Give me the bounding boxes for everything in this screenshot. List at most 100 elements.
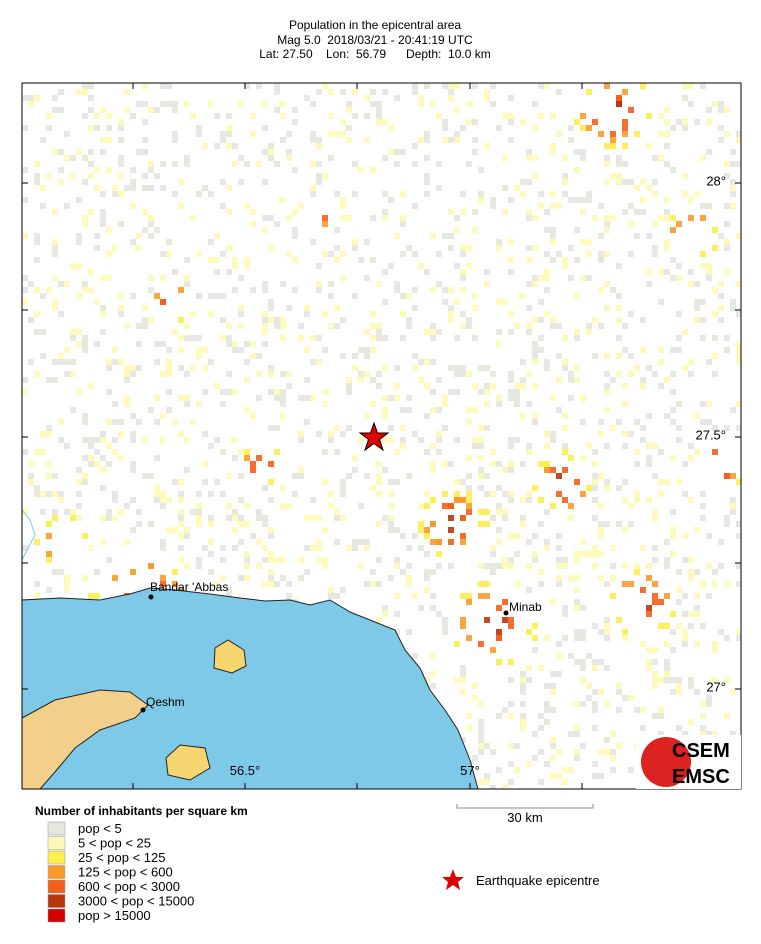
population-cell <box>688 623 694 629</box>
population-cell <box>202 389 208 395</box>
population-cell <box>514 395 520 401</box>
population-cell <box>118 305 124 311</box>
population-cell <box>526 539 532 545</box>
population-cell <box>562 557 568 563</box>
population-cell <box>472 149 478 155</box>
population-cell <box>100 455 106 461</box>
population-cell <box>484 95 490 101</box>
population-cell <box>286 251 292 257</box>
population-cell <box>460 365 466 371</box>
population-cell <box>214 257 220 263</box>
population-cell <box>694 317 700 323</box>
population-cell <box>490 491 496 497</box>
population-cell <box>214 437 220 443</box>
population-cell <box>478 197 484 203</box>
population-cell <box>388 425 394 431</box>
population-cell <box>574 575 580 581</box>
population-cell <box>220 317 226 323</box>
population-cell <box>526 179 532 185</box>
population-cell <box>184 371 190 377</box>
population-cell <box>676 479 682 485</box>
population-cell <box>622 479 628 485</box>
population-cell <box>532 533 538 539</box>
population-cell <box>508 395 514 401</box>
population-cell <box>718 281 724 287</box>
population-cell <box>130 497 136 503</box>
population-cell <box>688 611 694 617</box>
population-cell <box>160 491 166 497</box>
population-cell <box>454 437 460 443</box>
population-cell <box>154 395 160 401</box>
population-cell <box>706 593 712 599</box>
population-cell <box>238 323 244 329</box>
population-cell <box>244 203 250 209</box>
population-cell <box>70 515 76 521</box>
population-cell <box>160 251 166 257</box>
population-cell <box>466 263 472 269</box>
population-cell <box>382 215 388 221</box>
population-cell <box>550 149 556 155</box>
population-cell <box>178 491 184 497</box>
population-cell <box>616 521 622 527</box>
population-cell <box>670 419 676 425</box>
population-cell <box>574 587 580 593</box>
population-cell <box>88 209 94 215</box>
population-cell <box>412 365 418 371</box>
population-cell <box>622 131 628 137</box>
population-cell <box>502 707 508 713</box>
population-cell <box>700 317 706 323</box>
population-cell <box>562 257 568 263</box>
population-cell <box>472 305 478 311</box>
population-cell <box>178 347 184 353</box>
population-cell <box>730 731 736 737</box>
population-cell <box>544 509 550 515</box>
population-cell <box>532 755 538 761</box>
population-cell <box>406 293 412 299</box>
population-cell <box>400 569 406 575</box>
population-cell <box>424 269 430 275</box>
population-cell <box>550 431 556 437</box>
population-cell <box>142 119 148 125</box>
population-cell <box>226 341 232 347</box>
population-cell <box>52 305 58 311</box>
population-cell <box>100 437 106 443</box>
population-cell <box>352 365 358 371</box>
population-cell <box>640 725 646 731</box>
population-cell <box>478 593 484 599</box>
population-cell <box>376 119 382 125</box>
population-cell <box>172 527 178 533</box>
population-cell <box>100 137 106 143</box>
population-cell <box>634 185 640 191</box>
population-cell <box>646 233 652 239</box>
population-cell <box>322 221 328 227</box>
population-cell <box>370 347 376 353</box>
population-cell <box>520 671 526 677</box>
population-cell <box>574 629 580 635</box>
population-cell <box>118 293 124 299</box>
population-cell <box>22 545 28 551</box>
population-cell <box>184 257 190 263</box>
legend-swatch <box>47 850 66 865</box>
population-cell <box>40 203 46 209</box>
population-cell <box>160 275 166 281</box>
population-cell <box>490 569 496 575</box>
population-cell <box>592 515 598 521</box>
population-cell <box>478 749 484 755</box>
population-cell <box>160 497 166 503</box>
population-cell <box>712 101 718 107</box>
population-cell <box>598 131 604 137</box>
population-cell <box>466 119 472 125</box>
population-cell <box>688 281 694 287</box>
population-cell <box>604 623 610 629</box>
population-cell <box>340 197 346 203</box>
population-cell <box>322 215 328 221</box>
population-cell <box>508 563 514 569</box>
population-cell <box>280 401 286 407</box>
population-cell <box>556 653 562 659</box>
population-cell <box>532 419 538 425</box>
population-cell <box>310 191 316 197</box>
population-cell <box>268 149 274 155</box>
population-cell <box>682 593 688 599</box>
population-cell <box>442 503 448 509</box>
